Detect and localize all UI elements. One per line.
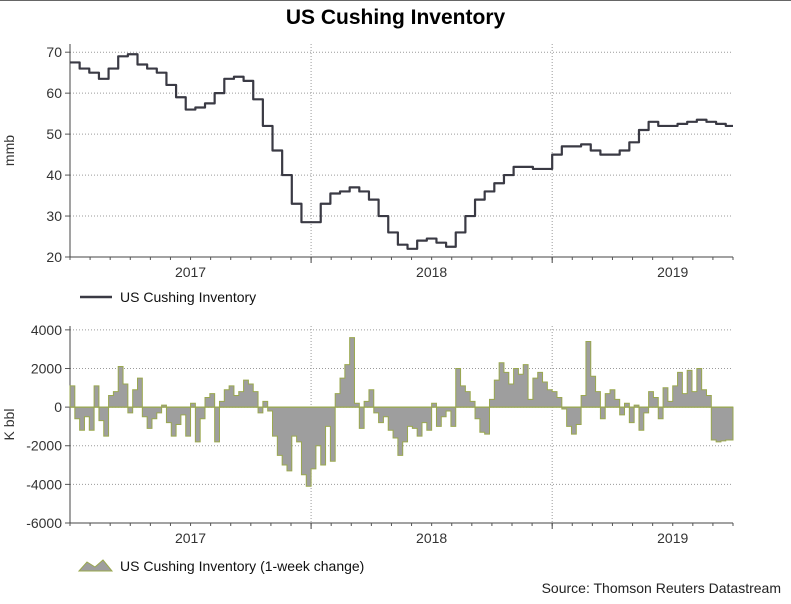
- y-axis-label: K bbl: [1, 409, 17, 441]
- x-tick-label: 2019: [657, 530, 688, 546]
- x-tick-label: 2018: [416, 530, 447, 546]
- y-tick-label: -4000: [26, 476, 62, 492]
- y-axis-label: mmb: [1, 135, 17, 166]
- y-tick-label: 60: [46, 85, 62, 101]
- y-tick-label: -2000: [26, 438, 62, 454]
- x-tick-label: 2018: [416, 264, 447, 280]
- inventory-series-line: [70, 53, 733, 250]
- y-tick-label: 0: [54, 399, 62, 415]
- y-tick-label: 50: [46, 126, 62, 142]
- legend-label: US Cushing Inventory (1-week change): [120, 558, 364, 574]
- inventory-line-chart: 20 30 40 50 60 70 2017 2018 2019 mmb US Cushing In…: [1, 44, 734, 305]
- y-tick-label: 70: [46, 44, 62, 60]
- legend-label: US Cushing Inventory: [120, 289, 256, 305]
- y-tick-label: -6000: [26, 515, 62, 531]
- y-tick-label: 30: [46, 208, 62, 224]
- y-tick-label: 40: [46, 167, 62, 183]
- y-tick-label: 4000: [31, 322, 62, 338]
- x-tick-label: 2017: [175, 530, 206, 546]
- top-border: [0, 0, 791, 1]
- source-note: Source: Thomson Reuters Datastream: [541, 580, 781, 596]
- x-tick-label: 2017: [175, 264, 206, 280]
- legend-area-swatch: [77, 559, 114, 572]
- chart-title: US Cushing Inventory: [285, 6, 506, 29]
- weekly-change-area: [69, 337, 734, 487]
- x-tick-label: 2019: [657, 264, 688, 280]
- y-tick-label: 2000: [31, 360, 62, 376]
- y-tick-label: 20: [46, 249, 62, 265]
